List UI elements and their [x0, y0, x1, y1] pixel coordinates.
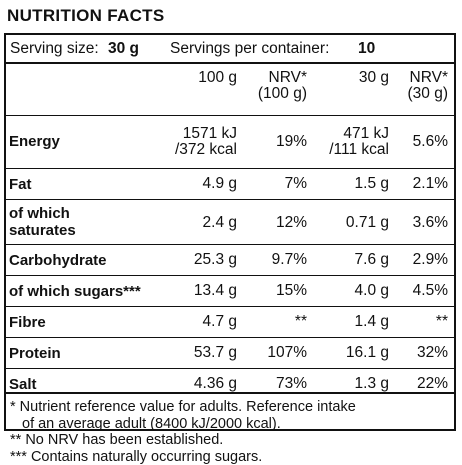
panel-title: NUTRITION FACTS — [7, 6, 165, 26]
value-100g: 13.4 g — [166, 276, 243, 307]
footnote-no-nrv: ** No NRV has been established. — [10, 432, 458, 449]
header-nrv-100g: NRV*(100 g) — [243, 64, 313, 116]
nrv-100g: 19% — [243, 116, 313, 169]
nrv-30g: 4.5% — [395, 276, 454, 307]
nrv-30g: 5.6% — [395, 116, 454, 169]
servings-per-container-label: Servings per container: — [170, 35, 329, 62]
nrv-100g: 7% — [243, 169, 313, 200]
nrv-30g: 32% — [395, 338, 454, 369]
value-100g: 4.7 g — [166, 307, 243, 338]
value-30g: 1.4 g — [313, 307, 395, 338]
nrv-100g: 107% — [243, 338, 313, 369]
value-30g: 16.1 g — [313, 338, 395, 369]
nrv-30g: 2.9% — [395, 245, 454, 276]
nutrient-label: Energy — [6, 116, 166, 169]
nrv-30g: 3.6% — [395, 200, 454, 245]
serving-size-value: 30 g — [108, 35, 139, 62]
value-100g: 25.3 g — [166, 245, 243, 276]
nrv-100g: 9.7% — [243, 245, 313, 276]
nrv-100g: ** — [243, 307, 313, 338]
nutrient-label: Protein — [6, 338, 166, 369]
header-blank — [6, 64, 166, 116]
footnote-nrv-cont: of an average adult (8400 kJ/2000 kcal). — [22, 416, 462, 433]
nutrition-facts-panel: NUTRITION FACTS Serving size: 30 g Servi… — [0, 0, 462, 440]
nutrient-label: Carbohydrate — [6, 245, 166, 276]
table-header-row: 100 g NRV*(100 g) 30 g NRV*(30 g) — [6, 64, 454, 116]
value-30g: 0.71 g — [313, 200, 395, 245]
nutrient-label: Fibre — [6, 307, 166, 338]
footnote-nrv: * Nutrient reference value for adults. R… — [10, 399, 458, 416]
nutrition-table: 100 g NRV*(100 g) 30 g NRV*(30 g) Energy… — [6, 64, 454, 399]
value-30g: 7.6 g — [313, 245, 395, 276]
serving-size-label: Serving size: — [10, 35, 99, 62]
value-30g: 1.5 g — [313, 169, 395, 200]
nutrient-label: of which sugars*** — [6, 276, 166, 307]
nrv-30g: ** — [395, 307, 454, 338]
value-100g: 53.7 g — [166, 338, 243, 369]
value-100g: 2.4 g — [166, 200, 243, 245]
nutrition-table-box: Serving size: 30 g Servings per containe… — [4, 33, 456, 431]
value-30g: 4.0 g — [313, 276, 395, 307]
serving-info: Serving size: 30 g Servings per containe… — [6, 35, 454, 64]
value-30g: 471 kJ/111 kcal — [313, 116, 395, 169]
nrv-100g: 15% — [243, 276, 313, 307]
header-100g: 100 g — [166, 64, 243, 116]
nrv-100g: 12% — [243, 200, 313, 245]
value-100g: 1571 kJ/372 kcal — [166, 116, 243, 169]
servings-per-container-value: 10 — [358, 35, 375, 62]
nutrient-label: Fat — [6, 169, 166, 200]
nrv-30g: 2.1% — [395, 169, 454, 200]
value-100g: 4.9 g — [166, 169, 243, 200]
header-30g: 30 g — [313, 64, 395, 116]
footnote-sugars: *** Contains naturally occurring sugars. — [10, 449, 458, 465]
header-nrv-30g: NRV*(30 g) — [395, 64, 454, 116]
footnotes: * Nutrient reference value for adults. R… — [6, 392, 454, 465]
